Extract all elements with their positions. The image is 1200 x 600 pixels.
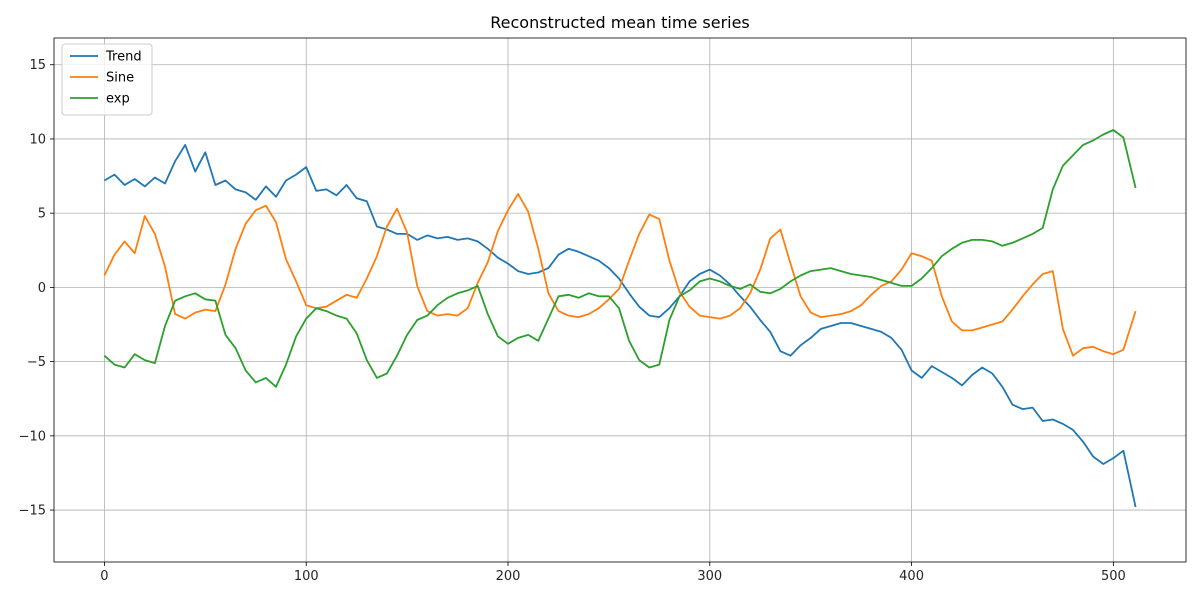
chart-title: Reconstructed mean time series (490, 13, 750, 32)
x-tick-label: 400 (899, 569, 924, 584)
y-tick-label: 0 (38, 281, 46, 296)
x-tick-label: 500 (1101, 569, 1126, 584)
y-tick-label: −15 (19, 504, 46, 519)
x-tick-label: 200 (496, 569, 521, 584)
y-tick-label: −5 (27, 355, 46, 370)
x-tick-label: 0 (100, 569, 108, 584)
series-lines (103, 129, 1137, 508)
legend: Trend Sine exp (61, 43, 153, 116)
y-tick-label: −10 (19, 429, 46, 444)
legend-label-trend: Trend (105, 50, 142, 65)
plot-area-frame (53, 37, 1187, 563)
y-tick-label: 5 (38, 207, 46, 222)
x-tick-label: 300 (697, 569, 722, 584)
series-line-trend (103, 143, 1137, 508)
series-line-exp (103, 129, 1137, 388)
y-tick-label: 10 (29, 132, 46, 147)
axis-ticks: 0 100 200 300 400 500 −15 −10 −5 0 5 10 15 (19, 58, 1126, 584)
legend-label-sine: Sine (106, 71, 134, 86)
x-tick-label: 100 (294, 569, 319, 584)
legend-label-exp: exp (106, 92, 130, 107)
y-tick-label: 15 (29, 58, 46, 73)
series-line-sine (103, 192, 1137, 357)
